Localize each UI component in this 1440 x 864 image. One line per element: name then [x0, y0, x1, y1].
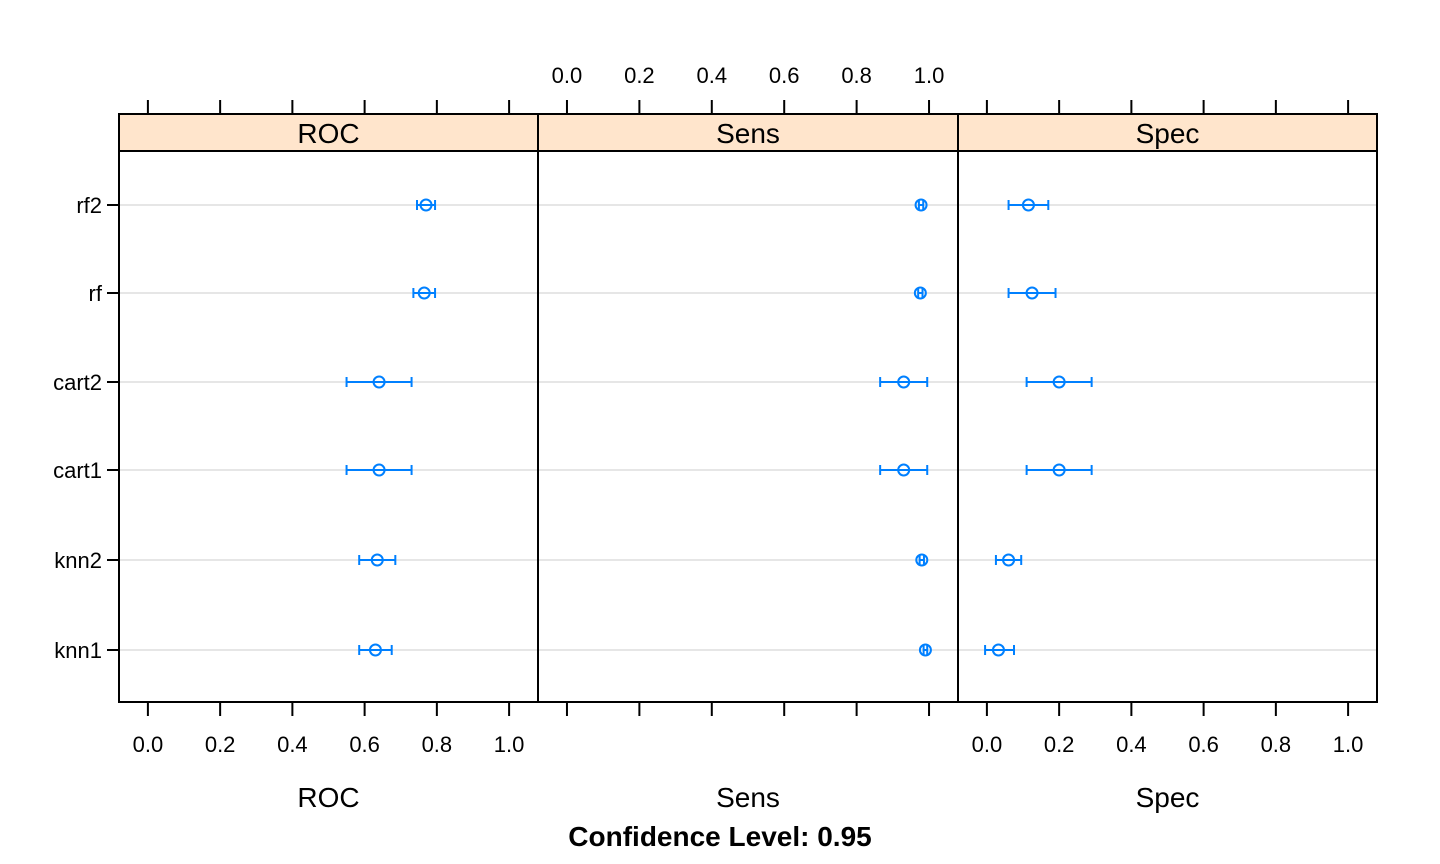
point-estimate — [915, 553, 929, 567]
point-estimate — [1025, 286, 1039, 300]
point-estimate — [1052, 463, 1066, 477]
tick-label: 0.4 — [277, 732, 308, 757]
point-estimate — [419, 198, 433, 212]
strip-label: Sens — [716, 118, 780, 149]
strip-spec — [958, 114, 1377, 151]
point-estimate — [372, 463, 386, 477]
tick-label: 0.2 — [1044, 732, 1075, 757]
y-tick-label: rf2 — [76, 193, 102, 218]
chart-main-title: Confidence Level: 0.95 — [568, 821, 871, 852]
point-estimate — [370, 553, 384, 567]
strip-sens — [538, 114, 958, 151]
tick-label: 0.8 — [841, 63, 872, 88]
tick-label: 0.6 — [349, 732, 380, 757]
axes-layer: 0.0 0.2 0.4 0.6 0.8 1.0 0.0 0.2 0.4 0.6 0.8 1.0 0.0 0… — [53, 63, 1363, 757]
tick-label: 0.2 — [205, 732, 236, 757]
panel-frame — [118, 113, 539, 703]
panel-xlabel: ROC — [297, 782, 359, 813]
tick-label: 0.2 — [624, 63, 655, 88]
grid-layer — [119, 204, 1377, 651]
strip-label: Spec — [1136, 118, 1200, 149]
panel-frame — [537, 113, 959, 703]
strip-layer: ROC Sens Spec — [119, 114, 1377, 151]
tick-label: 0.6 — [1188, 732, 1219, 757]
point-estimate — [913, 286, 927, 300]
tick-label: 0.4 — [1116, 732, 1147, 757]
frame-layer — [118, 113, 1378, 703]
tick-label: 0.0 — [972, 732, 1003, 757]
point-estimate — [1052, 375, 1066, 389]
panel-frame — [957, 113, 1378, 703]
tick-label: 1.0 — [1333, 732, 1364, 757]
point-estimate — [1002, 553, 1016, 567]
tick-label: 0.8 — [422, 732, 453, 757]
point-estimate — [417, 286, 431, 300]
tick-label: 0.8 — [1261, 732, 1292, 757]
panel-xlabel: Sens — [716, 782, 780, 813]
tick-label: 0.6 — [769, 63, 800, 88]
point-estimate — [368, 643, 382, 657]
tick-label: 1.0 — [914, 63, 945, 88]
y-tick-label: rf — [89, 281, 103, 306]
y-tick-label: cart1 — [53, 458, 102, 483]
point-estimate — [897, 375, 911, 389]
tick-label: 1.0 — [494, 732, 525, 757]
strip-label: ROC — [297, 118, 359, 149]
panel-xlabel: Spec — [1136, 782, 1200, 813]
point-estimate — [918, 643, 932, 657]
point-estimate — [1021, 198, 1035, 212]
y-tick-label: cart2 — [53, 370, 102, 395]
y-tick-label: knn1 — [54, 638, 102, 663]
point-estimate — [914, 198, 928, 212]
point-estimate — [991, 643, 1005, 657]
strip-roc — [119, 114, 538, 151]
tick-label: 0.0 — [552, 63, 583, 88]
point-estimate — [897, 463, 911, 477]
y-tick-label: knn2 — [54, 548, 102, 573]
labels-layer: Confidence Level: 0.95 ROC Sens Spec — [297, 782, 1199, 852]
point-estimate — [372, 375, 386, 389]
tick-label: 0.4 — [696, 63, 727, 88]
tick-label: 0.0 — [133, 732, 164, 757]
data-layer — [345, 198, 1093, 657]
